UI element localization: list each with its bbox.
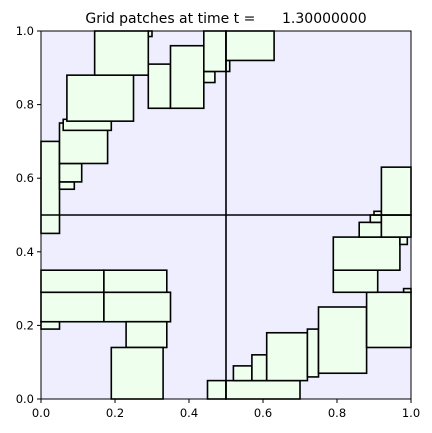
grid-patch (169, 44, 205, 110)
x-tick-label: 0.2 (106, 406, 124, 420)
grid-patch (203, 70, 216, 84)
grid-patch (225, 379, 301, 400)
grid-patch (206, 379, 227, 400)
x-tick-label: 0.0 (32, 406, 50, 420)
grid-patch (251, 354, 268, 382)
grid-patch (93, 30, 150, 76)
x-tick-label: 0.8 (328, 406, 346, 420)
grid-patch (332, 236, 401, 272)
grid-patch (203, 30, 227, 73)
grid-patch (40, 140, 61, 235)
grid-patch (365, 291, 412, 349)
grid-patch (358, 221, 383, 238)
grid-patch (58, 162, 83, 183)
patches-layer (40, 30, 412, 400)
level1-lines-layer (41, 31, 411, 399)
grid-patch (402, 287, 412, 294)
y-tick-label: 1.0 (16, 24, 34, 38)
grid-patch (225, 30, 275, 62)
x-tick-label: 1.0 (402, 406, 420, 420)
grid-patch (110, 346, 164, 400)
y-tick-label: 0.8 (16, 98, 34, 112)
y-tick-label: 0.4 (16, 245, 34, 259)
grid-patch (147, 63, 172, 110)
grid-patch (40, 320, 61, 330)
grid-patch (399, 236, 409, 246)
y-axis-ticks: 0.0 0.2 0.4 0.6 0.8 1.0 (16, 24, 41, 406)
y-tick-label: 0.2 (16, 318, 34, 332)
x-tick-label: 0.6 (254, 406, 272, 420)
grid-patch (369, 214, 383, 224)
grid-patch (265, 331, 309, 382)
grid-patch (103, 269, 168, 294)
grid-patch (40, 269, 105, 294)
grid-patch (40, 291, 105, 323)
x-axis-ticks: 0.0 0.2 0.4 0.6 0.8 1.0 (32, 399, 420, 420)
grid-patch (232, 365, 253, 382)
axes-frame (40, 30, 412, 400)
chart-title: Grid patches at time t = 1.30000000 (85, 11, 366, 27)
grid-patch (147, 30, 153, 38)
grid-patch (58, 181, 76, 191)
grid-patch (103, 291, 172, 323)
grid-patch (125, 320, 168, 349)
grid-patch (66, 74, 135, 122)
x-tick-label: 0.4 (180, 406, 198, 420)
grid-patch (380, 214, 412, 238)
grid-patch (332, 269, 379, 294)
grid-patch (317, 306, 368, 375)
y-tick-label: 0.6 (16, 171, 34, 185)
grid-patch (306, 328, 320, 378)
y-tick-label: 0.0 (16, 392, 34, 406)
grid-patch (380, 166, 412, 216)
